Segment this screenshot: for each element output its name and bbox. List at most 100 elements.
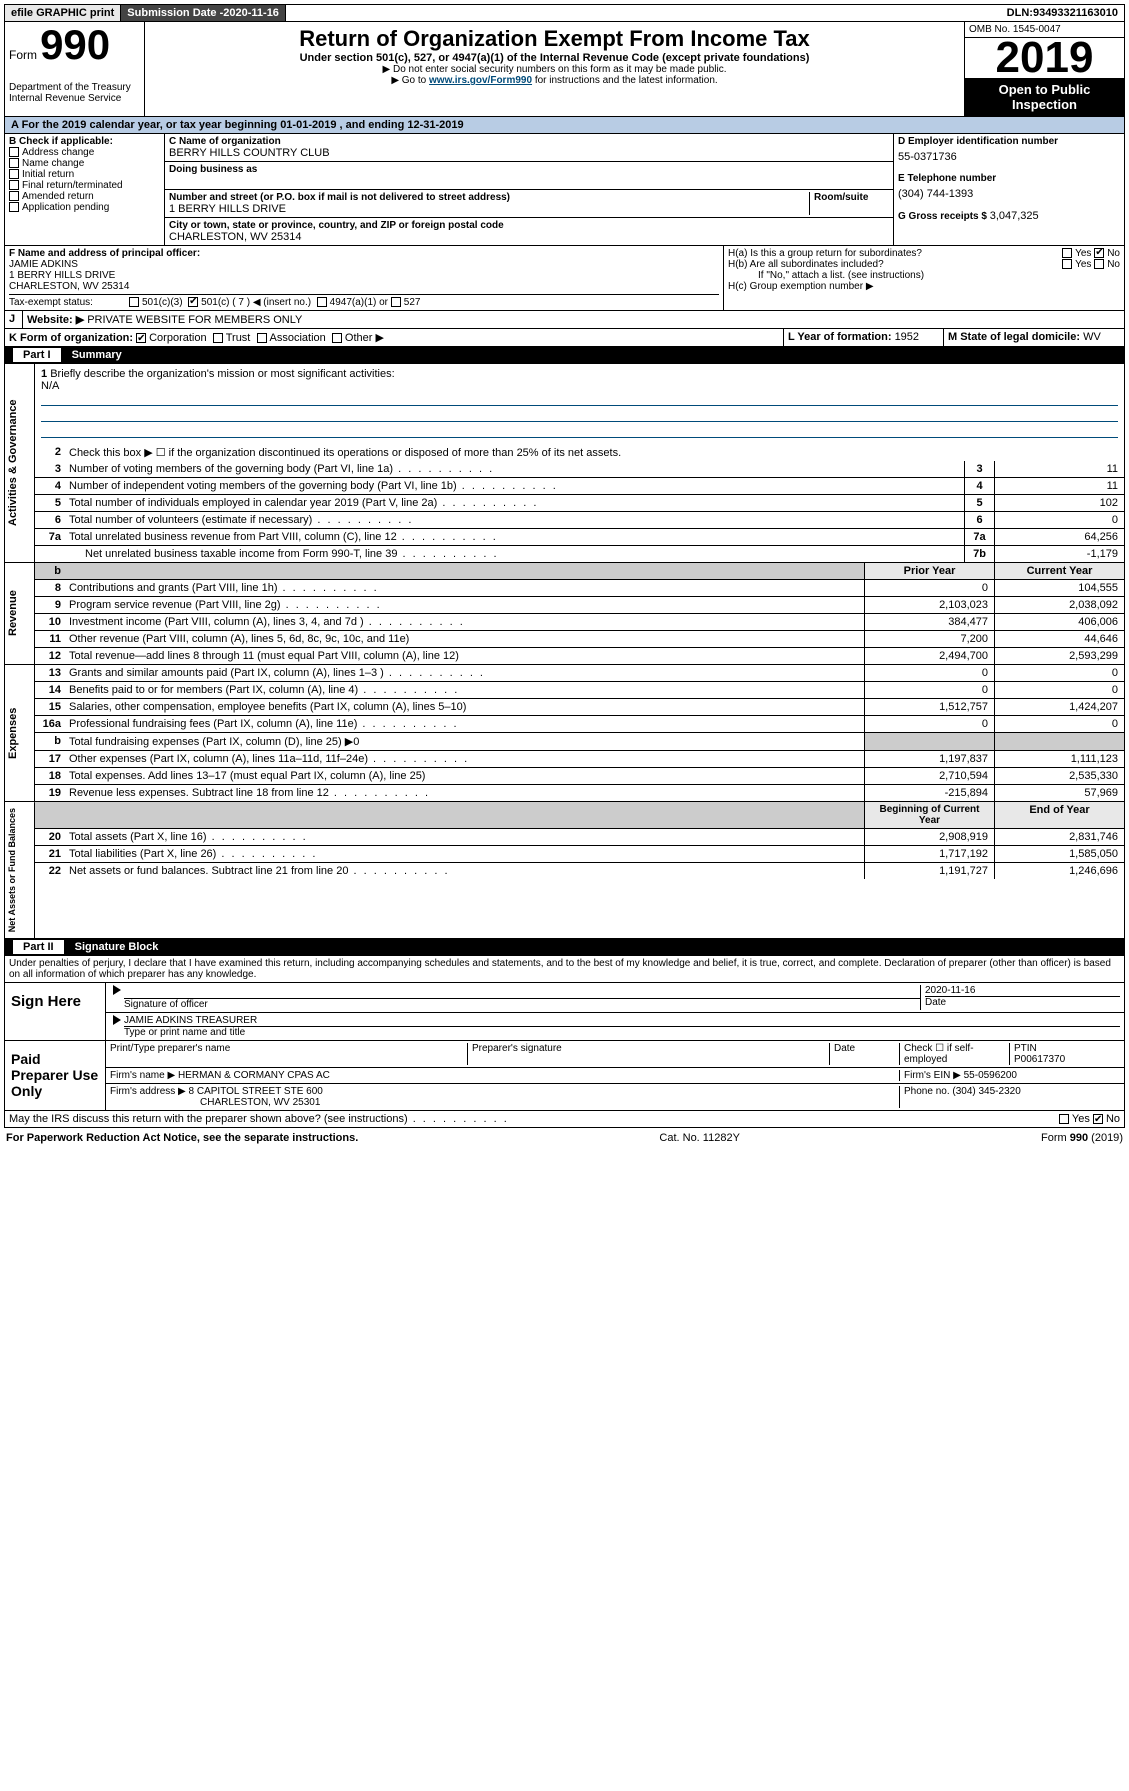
- dept-irs: Internal Revenue Service: [9, 93, 140, 104]
- preparer-date-label: Date: [830, 1043, 900, 1065]
- c10: 406,006: [994, 614, 1124, 630]
- k-other[interactable]: [332, 333, 342, 343]
- paid-preparer-label: Paid Preparer Use Only: [5, 1041, 105, 1110]
- part-1-title: Summary: [72, 349, 122, 361]
- tax-year: 2019: [965, 38, 1124, 78]
- p18: 2,710,594: [864, 768, 994, 784]
- officer-addr1: 1 BERRY HILLS DRIVE: [9, 270, 719, 281]
- side-activities: Activities & Governance: [5, 364, 35, 562]
- current-year-header: Current Year: [994, 563, 1124, 579]
- form-number-box: Form 990 Department of the Treasury Inte…: [5, 22, 145, 116]
- val-6: 0: [994, 512, 1124, 528]
- org-name-label: C Name of organization: [169, 136, 889, 147]
- header-right: OMB No. 1545-0047 2019 Open to Public In…: [964, 22, 1124, 116]
- line-16a: Professional fundraising fees (Part IX, …: [65, 716, 864, 732]
- summary-revenue: Revenue bPrior YearCurrent Year 8Contrib…: [4, 563, 1125, 665]
- line-3: Number of voting members of the governin…: [65, 461, 964, 477]
- date-label: Date: [925, 997, 1120, 1008]
- form-number: 990: [40, 21, 110, 68]
- row-k: K Form of organization: Corporation Trus…: [4, 329, 1125, 347]
- check-4947[interactable]: [317, 297, 327, 307]
- line-17: Other expenses (Part IX, column (A), lin…: [65, 751, 864, 767]
- side-expenses: Expenses: [5, 665, 35, 801]
- self-employed-check[interactable]: Check ☐ if self-employed: [900, 1043, 1010, 1065]
- k-corp[interactable]: [136, 333, 146, 343]
- phone-label: E Telephone number: [898, 173, 1120, 184]
- box-c: C Name of organization BERRY HILLS COUNT…: [165, 134, 894, 245]
- arrow-icon: [113, 985, 121, 995]
- arrow-icon: [113, 1015, 121, 1025]
- side-revenue: Revenue: [5, 563, 35, 664]
- box-f-label: F Name and address of principal officer:: [9, 248, 719, 259]
- checkbox-amended-return[interactable]: Amended return: [9, 191, 160, 202]
- line-10: Investment income (Part VIII, column (A)…: [65, 614, 864, 630]
- box-f: F Name and address of principal officer:…: [5, 246, 724, 310]
- summary-activities: Activities & Governance 1 Briefly descri…: [4, 364, 1125, 563]
- tax-exempt-status: Tax-exempt status: 501(c)(3) 501(c) ( 7 …: [9, 294, 719, 308]
- discuss-no[interactable]: [1093, 1114, 1103, 1124]
- end-header: End of Year: [994, 802, 1124, 828]
- line-15: Salaries, other compensation, employee b…: [65, 699, 864, 715]
- line-8: Contributions and grants (Part VIII, lin…: [65, 580, 864, 596]
- line-6: Total number of volunteers (estimate if …: [65, 512, 964, 528]
- line-7b: Net unrelated business taxable income fr…: [65, 546, 964, 562]
- box-b-header: B Check if applicable:: [9, 136, 160, 147]
- city-label: City or town, state or province, country…: [169, 220, 889, 231]
- signature-date: 2020-11-16: [925, 985, 1120, 997]
- p17: 1,197,837: [864, 751, 994, 767]
- form-word: Form: [9, 48, 37, 62]
- checkbox-address-change[interactable]: Address change: [9, 147, 160, 158]
- form-note-1: ▶ Do not enter social security numbers o…: [153, 64, 956, 75]
- org-name: BERRY HILLS COUNTRY CLUB: [169, 147, 889, 159]
- checkbox-final-return[interactable]: Final return/terminated: [9, 180, 160, 191]
- line-11: Other revenue (Part VIII, column (A), li…: [65, 631, 864, 647]
- checkbox-application-pending[interactable]: Application pending: [9, 202, 160, 213]
- hb-no[interactable]: [1094, 259, 1104, 269]
- checkbox-name-change[interactable]: Name change: [9, 158, 160, 169]
- l-value: 1952: [895, 331, 919, 343]
- signature-officer-label: Signature of officer: [124, 999, 920, 1010]
- c18: 2,535,330: [994, 768, 1124, 784]
- checkbox-initial-return[interactable]: Initial return: [9, 169, 160, 180]
- efile-graphic-print[interactable]: efile GRAPHIC print: [5, 5, 121, 21]
- p19: -215,894: [864, 785, 994, 801]
- box-b: B Check if applicable: Address change Na…: [5, 134, 165, 245]
- section-b-c-d: B Check if applicable: Address change Na…: [4, 134, 1125, 246]
- k-assoc[interactable]: [257, 333, 267, 343]
- c22: 1,246,696: [994, 863, 1124, 879]
- line-12: Total revenue—add lines 8 through 11 (mu…: [65, 648, 864, 664]
- val-3: 11: [994, 461, 1124, 477]
- discuss-yes[interactable]: [1059, 1114, 1069, 1124]
- ha-no[interactable]: [1094, 248, 1104, 258]
- check-501c[interactable]: [188, 297, 198, 307]
- p11: 7,200: [864, 631, 994, 647]
- instructions-link[interactable]: www.irs.gov/Form990: [429, 75, 532, 86]
- line-1: 1 Briefly describe the organization's mi…: [35, 364, 1124, 444]
- p14: 0: [864, 682, 994, 698]
- discuss-question: May the IRS discuss this return with the…: [9, 1113, 980, 1125]
- beginning-header: Beginning of Current Year: [864, 802, 994, 828]
- check-501c3[interactable]: [129, 297, 139, 307]
- c17: 1,111,123: [994, 751, 1124, 767]
- ha-yes[interactable]: [1062, 248, 1072, 258]
- k-trust[interactable]: [213, 333, 223, 343]
- firm-name-label: Firm's name ▶: [110, 1070, 178, 1081]
- dept-treasury: Department of the Treasury: [9, 82, 140, 93]
- dln-value: 93493321163010: [1033, 7, 1118, 19]
- c8: 104,555: [994, 580, 1124, 596]
- hb-yes[interactable]: [1062, 259, 1072, 269]
- officer-name-title: JAMIE ADKINS TREASURER: [124, 1015, 1120, 1027]
- c9: 2,038,092: [994, 597, 1124, 613]
- line-5: Total number of individuals employed in …: [65, 495, 964, 511]
- room-suite-label: Room/suite: [814, 192, 889, 203]
- ein-value: 55-0371736: [898, 147, 1120, 173]
- c11: 44,646: [994, 631, 1124, 647]
- city-value: CHARLESTON, WV 25314: [169, 231, 889, 243]
- line-16b: Total fundraising expenses (Part IX, col…: [65, 733, 864, 750]
- j-label: J: [5, 311, 23, 328]
- line-2: Check this box ▶ ☐ if the organization d…: [65, 444, 1124, 461]
- check-527[interactable]: [391, 297, 401, 307]
- part-1-tag: Part I: [13, 348, 61, 362]
- val-4: 11: [994, 478, 1124, 494]
- row-j: J Website: ▶ PRIVATE WEBSITE FOR MEMBERS…: [4, 311, 1125, 329]
